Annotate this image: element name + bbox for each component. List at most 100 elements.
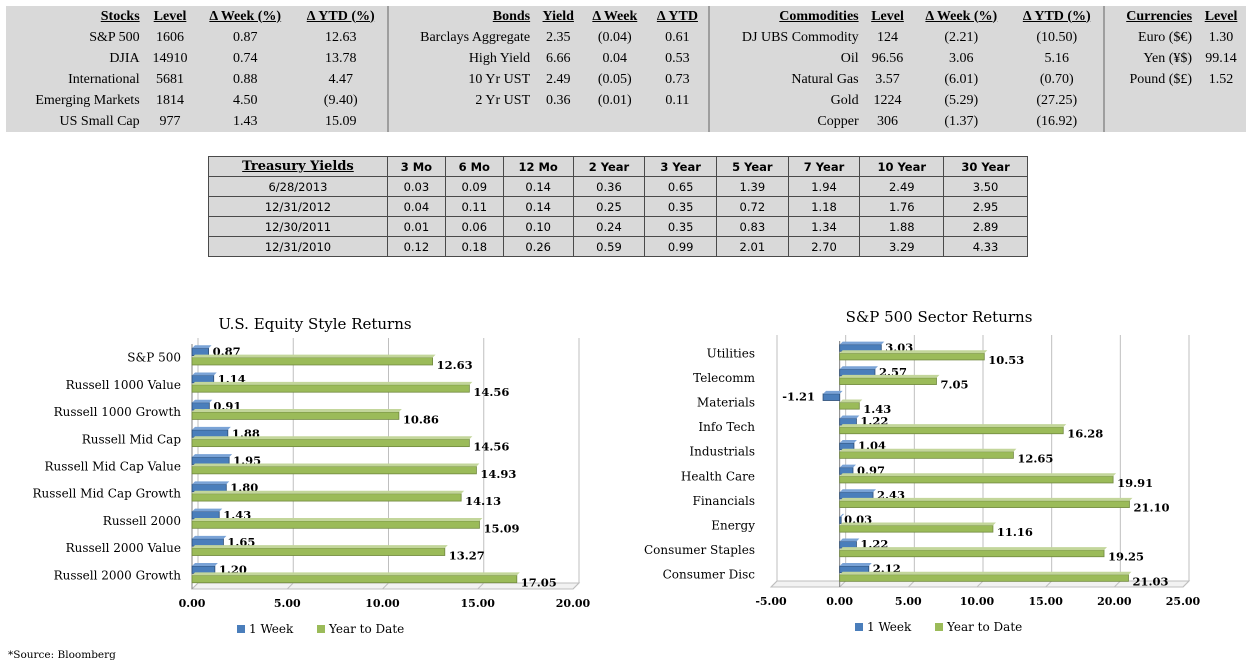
treasury-yield-cell: 2.70 (787, 236, 861, 257)
treasury-row: 12/30/2011 0.01 0.06 0.10 0.24 0.35 0.83 1.34 1.… (208, 216, 1028, 237)
stocks-cell: 14910 (152, 50, 188, 66)
gridline-floor (976, 580, 984, 588)
ytd-data-label: 13.27 (449, 549, 485, 563)
category-label: Financials (693, 494, 755, 508)
currencies-cell: 99.14 (1205, 50, 1237, 66)
bonds-cell (582, 111, 647, 132)
treasury-header-cell: 3 Year (644, 156, 718, 177)
ytd-bar (839, 377, 937, 385)
x-tick-label: 0.00 (179, 597, 206, 610)
category-label: Russell 1000 Growth (54, 405, 182, 419)
legend-swatch-ytd (317, 625, 325, 633)
gridline-floor (907, 580, 915, 588)
treasury-date-cell: 6/28/2013 (208, 176, 388, 197)
ytd-bar (839, 451, 1014, 459)
treasury-yield-cell: 0.11 (444, 196, 504, 217)
commodities-cell: Oil (707, 48, 863, 69)
stocks-cell: 4.50 (232, 92, 258, 108)
ytd-bar (839, 574, 1129, 582)
category-label: Health Care (681, 469, 755, 483)
treasury-yield-cell: 0.04 (386, 196, 446, 217)
week-bar-top (839, 415, 860, 419)
stocks-cell: 0.88 (232, 71, 258, 87)
stocks-cell: 1.43 (232, 113, 258, 129)
category-label: Telecomm (693, 371, 755, 385)
ytd-bar (839, 500, 1130, 508)
treasury-yield-cell: 0.06 (444, 216, 504, 237)
bonds-cell: (0.05) (597, 71, 632, 87)
stocks-cell: 4.47 (328, 71, 353, 87)
ytd-bar (191, 574, 518, 584)
stocks-cell: US Small Cap (59, 113, 140, 129)
week-bar (191, 347, 209, 357)
bonds-cell: 2 Yr UST (387, 90, 535, 111)
legend-swatch-week (237, 625, 245, 633)
commodities-cell: (27.25) (1036, 92, 1078, 108)
ytd-bar (839, 475, 1114, 484)
week-bar-top (823, 390, 843, 394)
category-label: Utilities (707, 346, 755, 360)
week-bar-top (192, 399, 213, 403)
ytd-bar-top (192, 517, 483, 521)
stocks-cell: 0.74 (232, 50, 258, 66)
ytd-bar-top (192, 409, 402, 413)
currencies-cell: Pound ($£) (1103, 69, 1197, 90)
treasury-yield-cell: 0.59 (572, 236, 646, 257)
commodities-cell: 3.06 (949, 50, 974, 66)
treasury-yield-cell: 0.03 (386, 176, 446, 197)
commodities-cell: (10.50) (1036, 29, 1078, 45)
commodities-cell: (5.29) (944, 92, 979, 108)
treasury-header-cell: 10 Year (859, 156, 945, 177)
treasury-yield-cell: 2.01 (716, 236, 789, 257)
ytd-bar-top (839, 497, 1133, 501)
treasury-yield-cell: 2.49 (859, 176, 945, 197)
bonds-cell (647, 111, 708, 132)
treasury-yield-cell: 1.94 (787, 176, 861, 197)
bonds-cell: 0.73 (665, 71, 690, 87)
sector-returns-chart: S&P 500 Sector Returns -5.00 0.00 5.00 10.00… (644, 308, 1201, 634)
treasury-yield-cell: 0.25 (572, 196, 646, 217)
treasury-yield-cell: 0.14 (502, 176, 574, 197)
stocks-cell: 1814 (156, 92, 184, 108)
treasury-yield-cell: 0.18 (444, 236, 504, 257)
chart-title: S&P 500 Sector Returns (846, 308, 1033, 326)
currencies-cell: 1.52 (1208, 71, 1234, 87)
stocks-header: Stocks (100, 8, 140, 24)
ytd-data-label: 7.05 (940, 378, 968, 392)
market-row: US Small Cap 977 1.43 15.09 Copper 306 (1.37) (… (6, 111, 1246, 132)
treasury-header-cell: 12 Mo (502, 156, 574, 177)
stocks-week-header: Δ Week (%) (209, 8, 282, 24)
ytd-bar-top (839, 350, 988, 354)
bonds-cell: (0.01) (597, 92, 632, 108)
week-bar (191, 402, 210, 411)
commodities-cell: 124 (877, 29, 899, 45)
week-bar (191, 456, 230, 465)
currencies-cell (1196, 90, 1246, 111)
treasury-header-cell: 7 Year (787, 156, 861, 177)
ytd-data-label: 14.93 (480, 467, 516, 481)
bonds-cell: 0.04 (602, 50, 628, 66)
currencies-header: Currencies (1103, 6, 1197, 27)
ytd-bar (191, 357, 434, 366)
commodities-cell: (0.70) (1039, 71, 1074, 87)
week-bar (839, 516, 842, 524)
stocks-cell: Emerging Markets (35, 92, 140, 108)
ytd-bar-top (192, 490, 465, 494)
category-label: Russell 2000 Value (66, 541, 181, 555)
treasury-yield-cell: 4.33 (943, 236, 1028, 257)
ytd-data-label: 14.56 (473, 440, 509, 454)
category-label: Energy (711, 519, 755, 533)
x-tick-label: 10.00 (365, 597, 400, 610)
treasury-yield-cell: 1.34 (787, 216, 861, 237)
bonds-yield-header: Yield (542, 8, 574, 24)
week-bar-top (839, 538, 860, 542)
commodities-cell: 3.57 (875, 71, 900, 87)
treasury-yields-table: Treasury Yields 3 Mo 6 Mo 12 Mo 2 Year 3 Year… (208, 156, 1028, 257)
stocks-cell: (9.40) (323, 92, 358, 108)
ytd-bar (839, 549, 1105, 558)
commodities-header: Commodities (707, 6, 863, 27)
ytd-data-label: 10.53 (988, 353, 1024, 367)
category-label: Consumer Staples (644, 543, 755, 557)
bonds-cell (387, 111, 535, 132)
ytd-bar-top (839, 547, 1108, 551)
